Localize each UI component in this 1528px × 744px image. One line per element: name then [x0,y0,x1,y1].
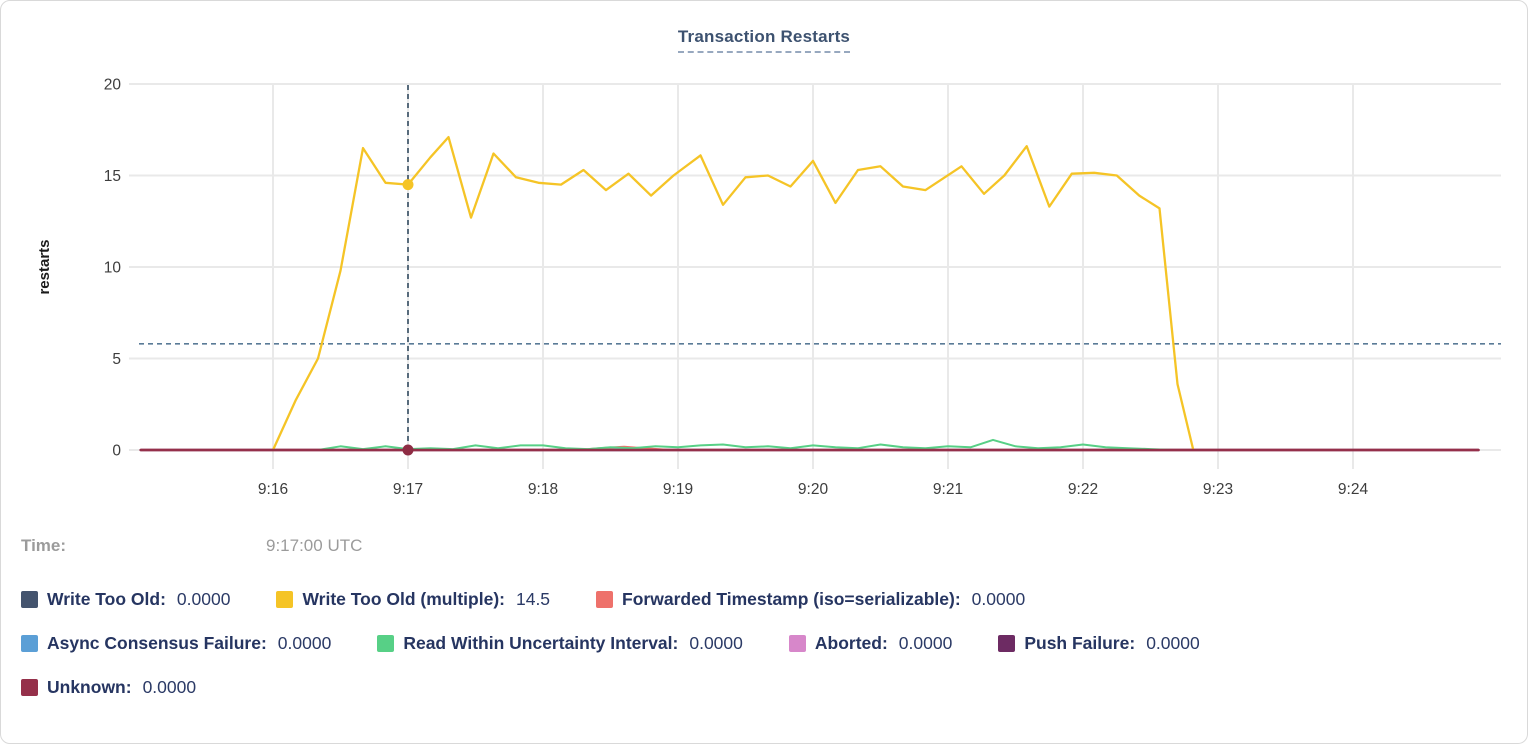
crosshair-dot [402,444,414,456]
legend-label: Unknown: [47,676,132,697]
tooltip-time-value: 9:17:00 UTC [266,536,363,555]
legend-value: 0.0000 [971,588,1026,609]
legend-value: 0.0000 [277,632,332,653]
legend-row: Write Too Old: 0.0000 Write Too Old (multi… [21,585,1511,613]
y-tick-label: 10 [104,260,122,277]
y-tick-label: 5 [112,351,121,368]
legend-label: Async Consensus Failure: [47,632,267,653]
legend-item-read-within-uncertainty-interval[interactable]: Read Within Uncertainty Interval: 0.0000 [377,629,743,657]
legend-label: Write Too Old: [47,588,166,609]
legend: Write Too Old: 0.0000 Write Too Old (multi… [21,585,1511,701]
y-tick-label: 0 [112,443,121,460]
legend-item-write-too-old-multiple[interactable]: Write Too Old (multiple): 14.5 [276,585,550,613]
legend-swatch-icon [596,590,614,608]
series-line [317,438,1174,451]
legend-row: Unknown: 0.0000 [21,673,1511,701]
x-tick-label: 9:24 [1338,481,1369,498]
legend-item-aborted[interactable]: Aborted: 0.0000 [788,629,953,657]
x-tick-label: 9:16 [258,481,288,498]
y-tick-label: 20 [104,77,122,94]
x-tick-label: 9:17 [393,481,423,498]
legend-value: 14.5 [515,588,551,609]
legend-label: Push Failure: [1024,632,1136,653]
legend-label: Forwarded Timestamp (iso=serializable): [622,588,961,609]
legend-item-unknown[interactable]: Unknown: 0.0000 [21,673,196,701]
series-line [271,135,1195,452]
legend-label: Write Too Old (multiple): [302,588,505,609]
legend-swatch-icon [788,634,806,652]
legend-item-async-consensus-failure[interactable]: Async Consensus Failure: 0.0000 [21,629,331,657]
legend-swatch-icon [21,634,38,652]
legend-value: 0.0000 [689,632,743,653]
chart-svg[interactable]: 0 5 10 15 20 9:16 9:17 9:18 9:19 9:20 9:21 9:22 9:23… [1,1,1527,513]
legend-swatch-icon [377,634,395,652]
legend-row: Async Consensus Failure: 0.0000 Read Withi… [21,629,1511,657]
legend-value: 0.0000 [176,588,231,609]
tooltip-time-label: Time: [21,536,67,555]
chart-title[interactable]: Transaction Restarts [677,27,851,53]
x-tick-label: 9:19 [663,481,693,498]
legend-item-forwarded-timestamp-iso-serializable[interactable]: Forwarded Timestamp (iso=serializable): 0… [596,585,1025,613]
legend-swatch-icon [21,590,38,608]
x-tick-label: 9:21 [933,481,963,498]
x-tick-label: 9:18 [528,481,558,498]
tooltip-time-row: Time: 9:17:00 UTC [21,536,362,556]
chart-header: Transaction Restarts [1,27,1527,53]
x-tick-label: 9:20 [798,481,829,498]
legend-swatch-icon [998,634,1016,652]
y-axis-label: restarts [36,239,53,294]
legend-swatch-icon [276,590,294,608]
x-tick-label: 9:23 [1203,481,1233,498]
legend-value: 0.0000 [898,632,953,653]
y-tick-label: 15 [104,168,121,185]
legend-value: 0.0000 [1146,632,1200,653]
legend-swatch-icon [21,678,38,696]
x-tick-label: 9:22 [1068,481,1098,498]
legend-value: 0.0000 [142,676,197,697]
legend-label: Read Within Uncertainty Interval: [403,632,679,653]
crosshair-dot [402,179,414,191]
legend-item-write-too-old[interactable]: Write Too Old: 0.0000 [21,585,230,613]
legend-label: Aborted: [814,632,888,653]
legend-item-push-failure[interactable]: Push Failure: 0.0000 [998,629,1200,657]
